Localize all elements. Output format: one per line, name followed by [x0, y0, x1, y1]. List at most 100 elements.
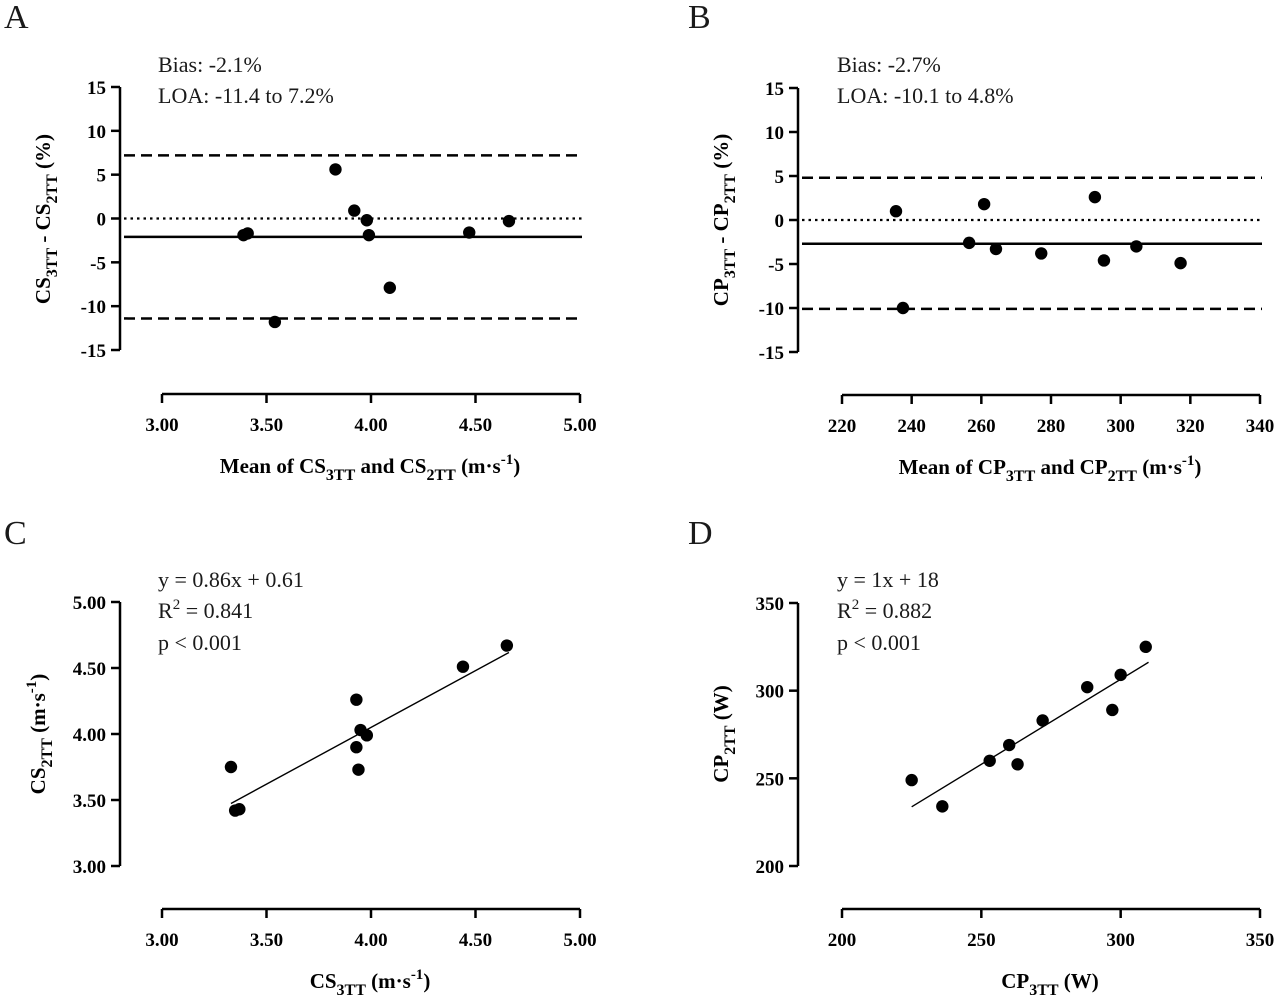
x-axis-label: Mean of CP3TT and CP2TT (m·s-1)	[899, 453, 1202, 485]
y-tick-label: -10	[81, 297, 106, 318]
y-tick-label: -10	[759, 299, 784, 320]
y-tick-label: 4.50	[73, 659, 106, 680]
y-axis-label: CS3TT - CS2TT (%)	[31, 134, 61, 304]
y-axis-label: CS2TT (m·s-1)	[24, 674, 56, 795]
data-point	[1174, 256, 1187, 270]
data-point	[350, 741, 363, 754]
x-label-text: CP	[1001, 969, 1029, 993]
x-tick-label: 5.00	[563, 415, 596, 436]
y-tick-label: 0	[775, 211, 785, 232]
data-point	[383, 281, 397, 294]
data-point	[268, 315, 282, 329]
panel-b: B Bias: -2.7% LOA: -10.1 to 4.8% 15 10 5 0 -5 -1…	[688, 0, 1274, 485]
data-point	[896, 301, 910, 315]
y-tick-label: 5	[97, 166, 107, 187]
y-label-subscript: 2TT	[44, 174, 61, 204]
data-point	[962, 236, 976, 250]
x-label-text: and CS	[355, 454, 426, 478]
y-label-subscript: 2TT	[722, 174, 739, 204]
data-point	[241, 227, 254, 240]
x-tick-label: 4.50	[459, 415, 492, 436]
x-label-subscript: 2TT	[426, 467, 456, 484]
x-label-text: Mean of CS	[220, 454, 326, 478]
y-tick-label: 15	[87, 78, 106, 99]
data-point	[1106, 703, 1119, 717]
panel-letter: B	[688, 0, 711, 36]
x-tick-label: 4.00	[354, 415, 387, 436]
y-label-text: CS	[26, 767, 50, 794]
panel-d: Dy = 1x + 18 R2 = 0.882 p < 0.001 350 300 250…	[688, 515, 1274, 999]
data-point	[905, 773, 918, 787]
x-label-subscript: 3TT	[1029, 982, 1059, 999]
y-label-superscript: -1	[24, 681, 40, 694]
y-tick-label: 200	[756, 857, 785, 878]
x-label-text: )	[1194, 455, 1201, 479]
x-axis-label: Mean of CS3TT and CS2TT (m·s-1)	[220, 452, 520, 484]
x-tick-label: 5.00	[563, 930, 596, 951]
x-tick-label: 4.00	[354, 930, 387, 951]
data-point	[983, 754, 996, 767]
x-label-text: and CP	[1035, 455, 1108, 479]
data-point	[502, 214, 516, 228]
data-point	[224, 760, 238, 774]
x-label-text: (W)	[1059, 969, 1099, 993]
y-tick-label: 3.00	[73, 857, 106, 878]
data-point	[350, 693, 363, 706]
y-axis-label: CP2TT (W)	[709, 685, 739, 783]
panel-a: A Bias: -2.1% LOA: -11.4 to 7.2% 15 10 5 0 -5 -1…	[4, 0, 597, 484]
y-label-text: - CS	[31, 204, 55, 248]
r-squared-annotation: R2 = 0.882	[837, 597, 932, 623]
data-point	[360, 214, 374, 227]
data-point	[1088, 190, 1102, 204]
equation-annotation: y = 0.86x + 0.61	[158, 567, 304, 592]
y-tick-label: 350	[756, 594, 785, 615]
r-squared-annotation: R2 = 0.841	[158, 597, 253, 623]
x-label-subscript: 3TT	[337, 982, 367, 999]
data-point	[463, 226, 476, 239]
y-tick-label: 10	[765, 123, 784, 144]
y-tick-label: 4.00	[73, 725, 106, 746]
x-label-text: (m·s	[456, 454, 501, 478]
x-label-superscript: -1	[501, 452, 514, 468]
panel-c: Cy = 0.86x + 0.61 R2 = 0.841 p < 0.001 5.00…	[4, 515, 597, 999]
loa-annotation: LOA: -11.4 to 7.2%	[158, 83, 334, 108]
x-label-subscript: 2TT	[1108, 468, 1138, 485]
x-label-text: CS	[310, 969, 337, 993]
r2-sup: 2	[852, 597, 860, 613]
x-tick-label: 3.00	[145, 930, 178, 951]
y-axis-label: CP3TT - CP2TT (%)	[709, 134, 739, 306]
x-tick-label: 350	[1246, 930, 1275, 951]
panel-letter: A	[4, 0, 29, 36]
y-tick-label: 5	[775, 167, 785, 188]
x-axis-label: CP3TT (W)	[1001, 969, 1099, 999]
y-label-subscript: 3TT	[722, 249, 739, 279]
y-label-text: CP	[709, 278, 733, 306]
y-tick-label: 300	[756, 682, 785, 703]
y-tick-label: -5	[90, 253, 106, 274]
y-tick-label: -15	[759, 343, 784, 364]
loa-annotation: LOA: -10.1 to 4.8%	[837, 83, 1014, 108]
y-tick-label: 5.00	[73, 593, 106, 614]
data-point	[1139, 640, 1152, 654]
p-value-annotation: p < 0.001	[158, 630, 242, 655]
x-label-text: )	[423, 969, 430, 993]
data-point	[1003, 738, 1016, 752]
y-label-subscript: 2TT	[722, 725, 739, 755]
data-point	[1081, 680, 1094, 694]
panel-letter: C	[4, 515, 27, 552]
y-label-text: (m·s	[26, 693, 50, 738]
y-tick-label: 15	[765, 79, 784, 100]
y-tick-label: 3.50	[73, 791, 106, 812]
y-tick-label: -15	[81, 341, 106, 362]
data-point	[1130, 240, 1143, 253]
r2-lead: R	[837, 598, 852, 623]
x-label-text: (m·s	[1137, 455, 1182, 479]
x-label-subscript: 3TT	[1006, 468, 1036, 485]
x-tick-label: 340	[1246, 416, 1275, 437]
y-tick-label: 10	[87, 122, 106, 143]
y-label-text: )	[26, 674, 50, 681]
y-label-text: (%)	[31, 134, 55, 174]
x-tick-label: 4.50	[459, 930, 492, 951]
data-point	[362, 228, 376, 242]
